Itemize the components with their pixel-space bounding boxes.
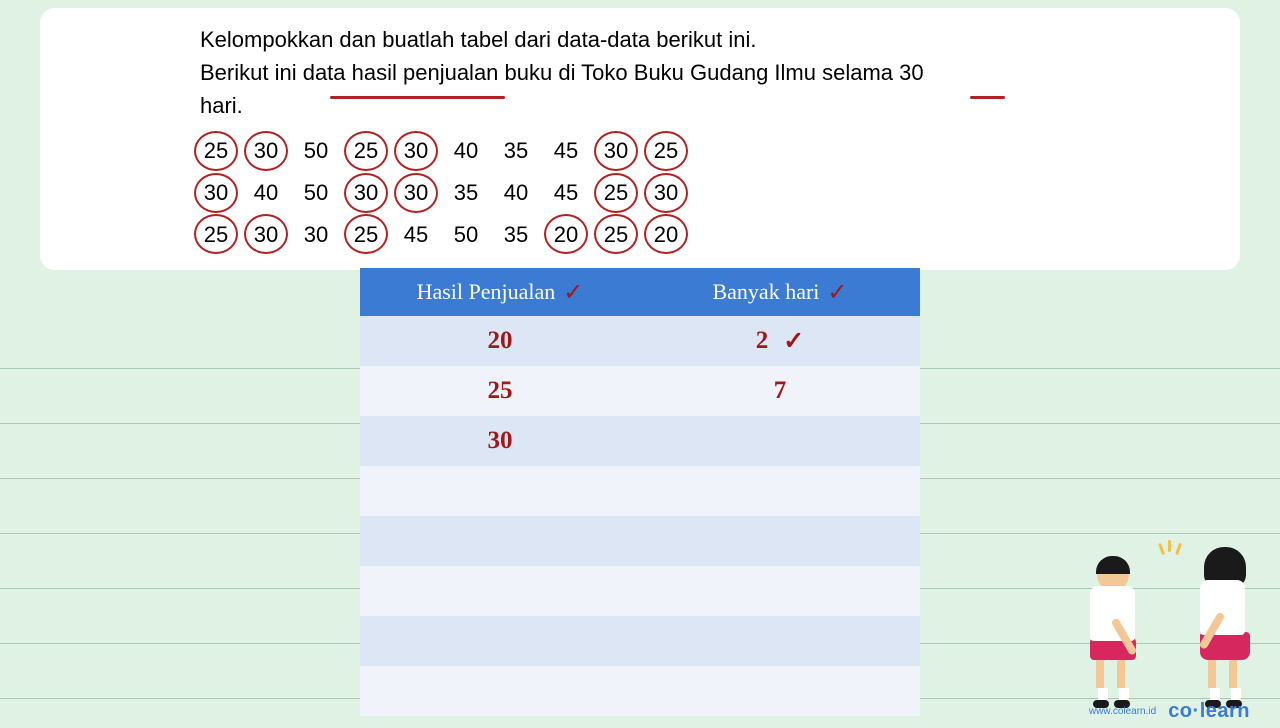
data-num: 30 — [400, 172, 432, 214]
sparkle-icon — [1158, 543, 1182, 563]
data-num: 30 — [350, 172, 382, 214]
data-num: 25 — [650, 130, 682, 172]
data-num: 30 — [200, 172, 232, 214]
data-num: 45 — [550, 172, 582, 214]
data-num: 20 — [550, 214, 582, 256]
check-icon: ✓ — [563, 278, 583, 307]
table-cell: 2 ✓ — [640, 316, 920, 366]
data-num: 30 — [250, 214, 282, 256]
data-row-3: 25 30 30 25 45 50 35 20 25 20 — [200, 214, 1080, 256]
table-row — [360, 616, 920, 666]
data-num: 30 — [300, 214, 332, 256]
data-num: 45 — [550, 130, 582, 172]
data-num: 30 — [250, 130, 282, 172]
table-cell — [360, 666, 640, 716]
data-num: 35 — [500, 214, 532, 256]
data-num: 25 — [350, 214, 382, 256]
data-num: 25 — [600, 172, 632, 214]
table-header: Hasil Penjualan ✓ Banyak hari ✓ — [360, 268, 920, 316]
table-row — [360, 466, 920, 516]
table-row — [360, 516, 920, 566]
data-num: 20 — [650, 214, 682, 256]
underline-thirty — [970, 96, 1005, 99]
data-row-1: 25 30 50 25 30 40 35 45 30 25 — [200, 130, 1080, 172]
student-girl — [1200, 553, 1250, 708]
table-cell: 25 — [360, 366, 640, 416]
result-table: Hasil Penjualan ✓ Banyak hari ✓ 20 2 ✓ 2… — [360, 268, 920, 716]
table-cell — [640, 566, 920, 616]
cell-value: 2 — [756, 327, 769, 355]
table-cell: 30 — [360, 416, 640, 466]
data-num: 35 — [450, 172, 482, 214]
data-rows: 25 30 50 25 30 40 35 45 30 25 30 40 50 3… — [200, 130, 1080, 255]
underline-hasil-penjualan — [330, 96, 505, 99]
data-num: 25 — [350, 130, 382, 172]
table-row: 25 7 — [360, 366, 920, 416]
question-line-1: Kelompokkan dan buatlah tabel dari data-… — [200, 23, 1080, 56]
table-row — [360, 566, 920, 616]
table-cell — [360, 566, 640, 616]
students-illustration — [1090, 528, 1250, 708]
data-num: 30 — [650, 172, 682, 214]
table-row — [360, 666, 920, 716]
table-cell — [360, 616, 640, 666]
data-num: 40 — [250, 172, 282, 214]
data-num: 25 — [600, 214, 632, 256]
question-text: Kelompokkan dan buatlah tabel dari data-… — [200, 23, 1080, 122]
question-line-3: hari. — [200, 89, 1080, 122]
table-body: 20 2 ✓ 25 7 30 — [360, 316, 920, 716]
table-cell — [360, 516, 640, 566]
data-num: 30 — [600, 130, 632, 172]
question-card: Kelompokkan dan buatlah tabel dari data-… — [40, 8, 1240, 270]
header-hasil-penjualan: Hasil Penjualan ✓ — [360, 268, 640, 316]
table-cell — [640, 466, 920, 516]
table-cell — [640, 666, 920, 716]
data-num: 45 — [400, 214, 432, 256]
header-banyak-hari: Banyak hari ✓ — [640, 268, 920, 316]
table-cell — [640, 516, 920, 566]
check-icon: ✓ — [827, 278, 847, 307]
data-num: 40 — [500, 172, 532, 214]
data-num: 30 — [400, 130, 432, 172]
data-num: 35 — [500, 130, 532, 172]
data-num: 50 — [300, 172, 332, 214]
data-num: 50 — [300, 130, 332, 172]
check-icon: ✓ — [783, 326, 804, 356]
data-num: 50 — [450, 214, 482, 256]
table-cell — [640, 616, 920, 666]
data-num: 40 — [450, 130, 482, 172]
table-row: 20 2 ✓ — [360, 316, 920, 366]
table-cell: 7 — [640, 366, 920, 416]
table-cell — [640, 416, 920, 466]
student-boy — [1090, 559, 1136, 708]
table-cell: 20 — [360, 316, 640, 366]
data-num: 25 — [200, 214, 232, 256]
table-row: 30 — [360, 416, 920, 466]
data-row-2: 30 40 50 30 30 35 40 45 25 30 — [200, 172, 1080, 214]
data-num: 25 — [200, 130, 232, 172]
header-label-2: Banyak hari — [712, 279, 819, 305]
table-cell — [360, 466, 640, 516]
footer-url: www.colearn.id — [1089, 706, 1156, 717]
question-line-2: Berikut ini data hasil penjualan buku di… — [200, 56, 1080, 89]
header-label-1: Hasil Penjualan — [417, 279, 556, 305]
